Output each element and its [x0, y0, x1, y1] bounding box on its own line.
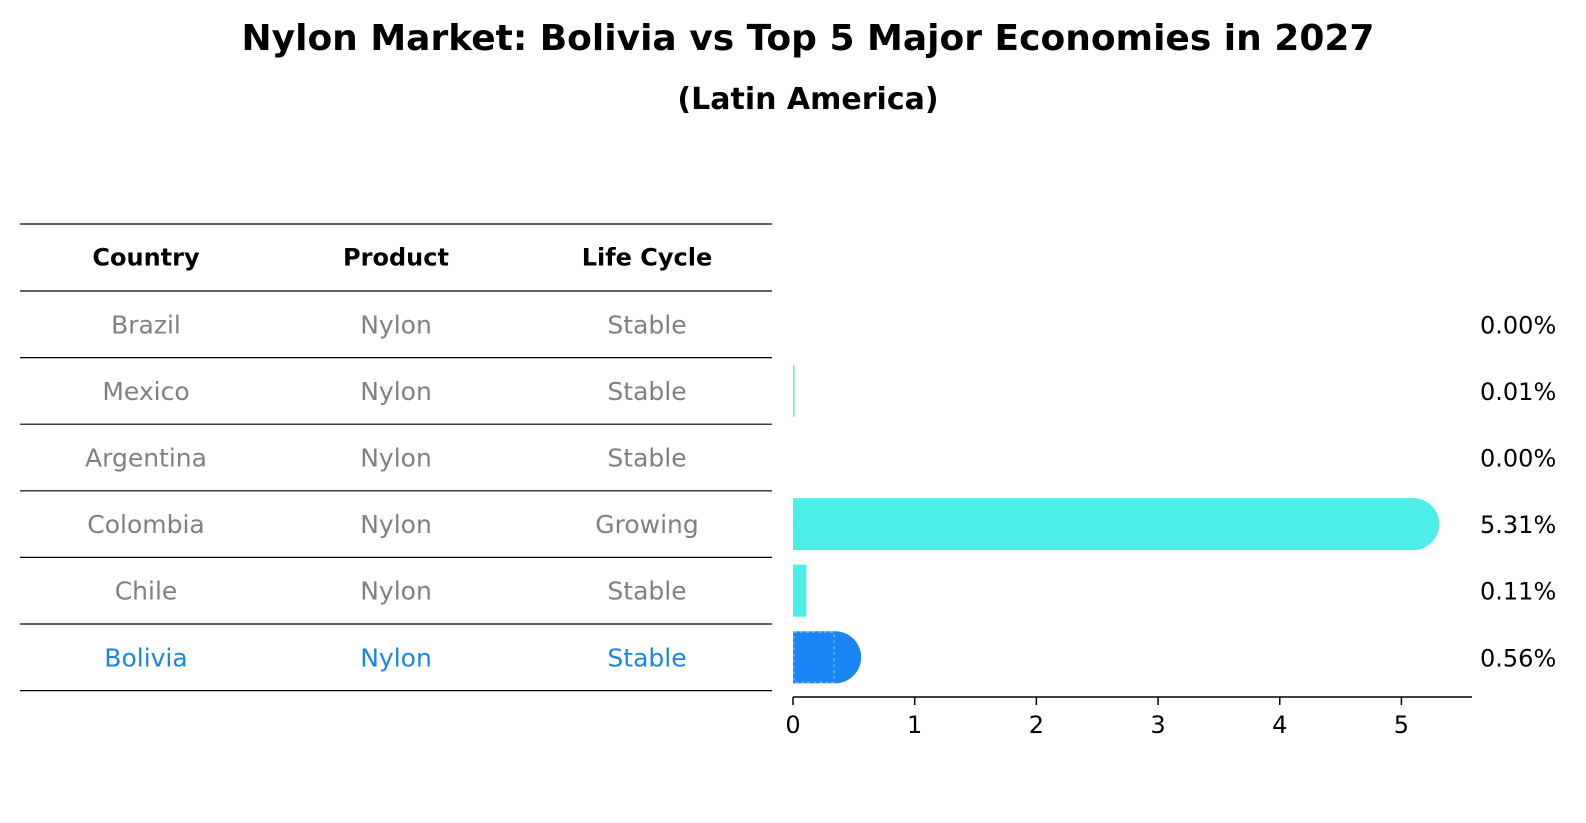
- bar-highlight-outline: [793, 631, 835, 684]
- x-tick-label: 5: [1394, 711, 1409, 739]
- table-cell-product: Nylon: [360, 577, 432, 606]
- table-header-life-cycle: Life Cycle: [582, 244, 713, 272]
- value-label: 0.56%: [1480, 644, 1556, 672]
- table-cell-country: Mexico: [102, 377, 189, 406]
- bar-bolivia-base: [793, 631, 819, 684]
- table-cell-country: Argentina: [85, 444, 207, 473]
- value-label: 0.01%: [1480, 378, 1556, 406]
- data-table: Country Product Life Cycle Brazil Nylon Stabl…: [20, 223, 772, 692]
- table-cell-life-cycle: Stable: [607, 310, 686, 339]
- table-cell-country: Bolivia: [104, 643, 187, 672]
- value-label: 5.31%: [1480, 511, 1556, 539]
- table-header-product: Product: [343, 244, 449, 272]
- x-tick-label: 1: [907, 711, 922, 739]
- bar-mexico: [793, 364, 795, 417]
- table-cell-life-cycle: Stable: [607, 444, 686, 473]
- value-label: 0.00%: [1480, 311, 1556, 339]
- table-cell-life-cycle: Stable: [607, 577, 686, 606]
- table-cell-country: Brazil: [111, 310, 181, 339]
- table-row: Bolivia Nylon Stable: [20, 643, 772, 692]
- x-tick-label: 0: [785, 711, 800, 739]
- table-cell-life-cycle: Stable: [607, 377, 686, 406]
- bar-colombia: [793, 498, 1440, 551]
- table-cell-life-cycle: Stable: [607, 643, 686, 672]
- chart-title: Nylon Market: Bolivia vs Top 5 Major Eco…: [242, 18, 1375, 59]
- value-label: 0.11%: [1480, 578, 1556, 606]
- bar-chile: [793, 564, 807, 617]
- table-cell-product: Nylon: [360, 643, 432, 672]
- x-tick-label: 3: [1150, 711, 1165, 739]
- table-cell-product: Nylon: [360, 510, 432, 539]
- chart-subtitle: (Latin America): [677, 82, 938, 117]
- table-row: Chile Nylon Stable: [20, 577, 772, 625]
- table-cell-country: Colombia: [87, 510, 204, 539]
- x-axis: 0 1 2 3 4 5: [785, 696, 1472, 739]
- table-row: Mexico Nylon Stable: [20, 377, 772, 425]
- table-row: Brazil Nylon Stable: [20, 310, 772, 359]
- bar-colombia-base: [793, 498, 819, 551]
- table-cell-life-cycle: Growing: [595, 510, 699, 539]
- table-cell-product: Nylon: [360, 444, 432, 473]
- bar-plot: 0.00% 0.01% 0.00% 5.31% 0.11% 0.56%: [793, 311, 1556, 684]
- table-row: Argentina Nylon Stable: [20, 444, 772, 492]
- x-tick-label: 2: [1029, 711, 1044, 739]
- value-label: 0.00%: [1480, 445, 1556, 473]
- table-cell-product: Nylon: [360, 377, 432, 406]
- x-tick-label: 4: [1272, 711, 1287, 739]
- table-cell-product: Nylon: [360, 310, 432, 339]
- table-header-country: Country: [92, 244, 200, 272]
- table-row: Colombia Nylon Growing: [20, 510, 772, 559]
- table-cell-country: Chile: [115, 577, 178, 606]
